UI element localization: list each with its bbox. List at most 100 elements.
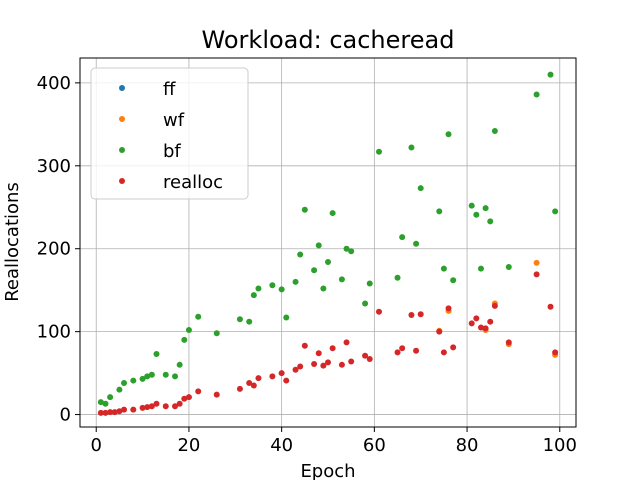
point-realloc bbox=[148, 403, 155, 410]
point-bf bbox=[269, 282, 276, 289]
legend-label-realloc: realloc bbox=[163, 172, 223, 193]
point-realloc bbox=[473, 315, 480, 322]
point-bf bbox=[236, 316, 243, 323]
point-realloc bbox=[329, 345, 336, 352]
point-bf bbox=[162, 371, 169, 378]
point-bf bbox=[325, 258, 331, 265]
point-realloc bbox=[181, 395, 188, 402]
point-realloc bbox=[436, 328, 443, 335]
plot-frame bbox=[79, 57, 577, 428]
point-bf bbox=[436, 208, 443, 215]
point-realloc bbox=[552, 349, 559, 356]
point-bf bbox=[148, 371, 155, 378]
point-bf bbox=[445, 131, 452, 138]
point-bf bbox=[116, 386, 123, 393]
point-bf bbox=[172, 373, 179, 380]
series-realloc bbox=[97, 271, 559, 416]
point-realloc bbox=[394, 349, 401, 356]
point-bf bbox=[144, 373, 151, 380]
legend-marker-wf bbox=[119, 116, 125, 122]
point-bf bbox=[505, 263, 512, 270]
point-realloc bbox=[325, 359, 331, 366]
legend-label-wf: wf bbox=[163, 110, 185, 131]
y-tick-label: 200 bbox=[37, 239, 71, 260]
point-realloc bbox=[255, 375, 262, 382]
legend-marker-ff bbox=[119, 85, 125, 91]
legend-marker-bf bbox=[119, 147, 125, 153]
point-bf bbox=[408, 144, 415, 151]
point-realloc bbox=[107, 409, 114, 416]
point-realloc bbox=[348, 358, 355, 365]
point-bf bbox=[468, 202, 475, 209]
point-realloc bbox=[172, 403, 179, 410]
data-points bbox=[97, 71, 559, 416]
point-realloc bbox=[236, 385, 243, 392]
legend-marker-realloc bbox=[119, 178, 125, 184]
point-realloc bbox=[292, 366, 299, 373]
point-bf bbox=[102, 400, 109, 407]
point-bf bbox=[533, 91, 540, 98]
point-realloc bbox=[320, 362, 327, 369]
point-bf bbox=[181, 336, 188, 343]
point-realloc bbox=[111, 409, 118, 416]
point-realloc bbox=[176, 400, 183, 407]
point-realloc bbox=[366, 356, 373, 363]
point-bf bbox=[366, 280, 373, 287]
point-bf bbox=[283, 314, 290, 321]
point-realloc bbox=[417, 311, 424, 318]
point-realloc bbox=[408, 312, 415, 319]
point-bf bbox=[139, 375, 146, 382]
legend-label-ff: ff bbox=[163, 79, 176, 100]
point-bf bbox=[450, 277, 457, 284]
point-bf bbox=[552, 208, 559, 215]
point-realloc bbox=[399, 345, 406, 352]
point-realloc bbox=[213, 391, 220, 398]
point-bf bbox=[482, 205, 489, 212]
point-bf bbox=[107, 394, 114, 401]
point-realloc bbox=[450, 344, 457, 351]
point-realloc bbox=[311, 360, 318, 367]
x-tick-label: 20 bbox=[177, 435, 200, 456]
point-realloc bbox=[250, 382, 257, 389]
x-tick-label: 60 bbox=[363, 435, 386, 456]
point-realloc bbox=[487, 318, 494, 325]
point-realloc bbox=[315, 350, 322, 357]
point-realloc bbox=[343, 339, 350, 346]
point-bf bbox=[413, 240, 420, 247]
point-bf bbox=[195, 313, 202, 320]
point-realloc bbox=[362, 352, 369, 359]
point-bf bbox=[320, 285, 327, 292]
legend-box bbox=[90, 67, 249, 200]
point-realloc bbox=[185, 394, 192, 401]
chart-title: Workload: cacheread bbox=[202, 26, 455, 54]
point-bf bbox=[375, 148, 382, 155]
point-realloc bbox=[482, 325, 489, 332]
point-bf bbox=[213, 330, 220, 337]
y-axis-label: Reallocations bbox=[2, 182, 23, 302]
point-bf bbox=[473, 211, 480, 218]
point-realloc bbox=[440, 349, 447, 356]
point-realloc bbox=[144, 404, 151, 411]
point-bf bbox=[278, 286, 285, 293]
x-tick-label: 40 bbox=[270, 435, 293, 456]
x-tick-label: 0 bbox=[90, 435, 101, 456]
point-wf bbox=[533, 259, 540, 266]
point-realloc bbox=[468, 320, 475, 327]
point-bf bbox=[399, 234, 406, 241]
point-bf bbox=[315, 242, 322, 249]
point-bf bbox=[417, 185, 424, 192]
point-bf bbox=[329, 210, 336, 217]
point-bf bbox=[292, 278, 299, 285]
point-bf bbox=[153, 351, 160, 358]
x-axis-label: Epoch bbox=[300, 461, 355, 480]
point-bf bbox=[394, 274, 401, 281]
point-realloc bbox=[246, 380, 253, 387]
point-bf bbox=[301, 206, 308, 213]
point-realloc bbox=[139, 404, 146, 411]
x-tick-label: 80 bbox=[456, 435, 479, 456]
point-bf bbox=[176, 361, 183, 368]
point-bf bbox=[440, 265, 447, 272]
point-realloc bbox=[116, 408, 123, 415]
y-tick-label: 300 bbox=[37, 156, 71, 177]
